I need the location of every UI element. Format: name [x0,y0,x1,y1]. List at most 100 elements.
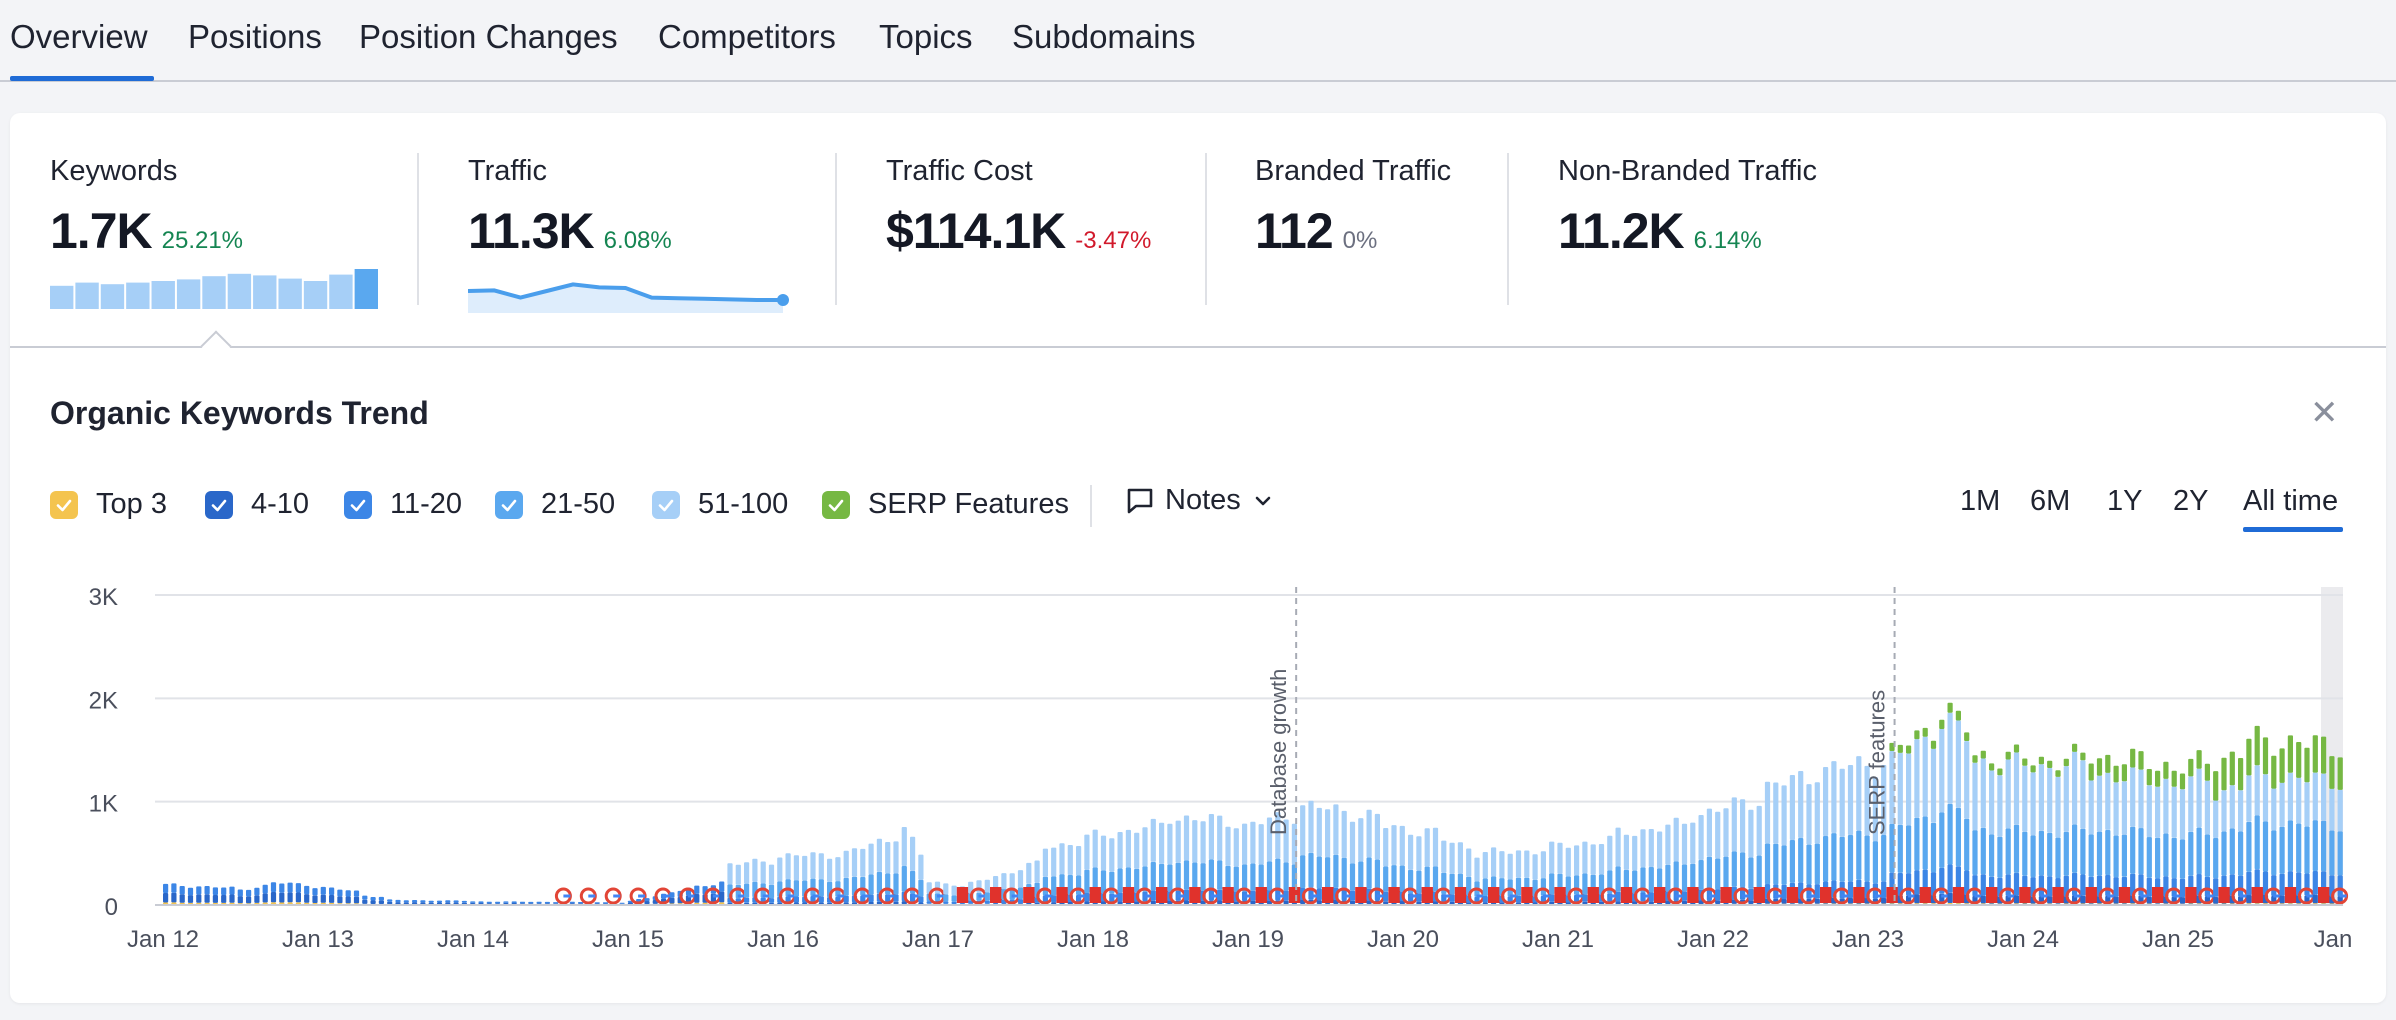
chart-bar [1972,830,1978,875]
chart-bar [412,902,418,905]
legend-serp-features[interactable]: SERP Features [822,488,1069,521]
chart-bar [1349,821,1356,864]
legend-top-3[interactable]: Top 3 [50,488,167,521]
metric-label: Traffic Cost [886,155,1033,187]
chart-bar [1449,842,1455,874]
tab-position-changes[interactable]: Position Changes [359,18,618,55]
chart-bar [403,902,409,905]
chart-bar [353,890,360,897]
notes-button[interactable]: Notes [1125,484,1273,517]
chart-bar [1432,866,1439,892]
legend-4-10[interactable]: 4-10 [205,488,309,521]
chart-bar [1159,822,1165,864]
chart-bar [1341,857,1347,889]
chart-bar [1748,900,1754,904]
chart-bar [2088,780,2094,835]
chart-bar [2312,772,2318,821]
chart-bar [1914,870,1920,895]
tab-topics[interactable]: Topics [879,18,973,55]
chart-bar [827,858,833,882]
chart-bar [1740,852,1746,888]
range-2y[interactable]: 2Y [2173,485,2209,517]
range-all-time[interactable]: All time [2243,485,2339,517]
tab-overview[interactable]: Overview [10,18,148,55]
chart-bar [1930,740,1937,749]
chart-bar [403,900,409,903]
chart-bar [1607,870,1613,894]
chart-bar [1557,842,1563,874]
chart-bar [1150,890,1156,901]
chart-bar [1881,898,1887,904]
chart-bar [1117,901,1123,905]
x-tick-label: Jan [2314,926,2353,953]
chart-bar [2096,775,2103,832]
range-1m[interactable]: 1M [1960,485,2001,517]
chart-bar [1017,887,1024,899]
chart-bar [868,901,874,905]
chart-bar [1051,902,1057,905]
range-1y[interactable]: 1Y [2107,485,2143,517]
legend-21-50[interactable]: 21-50 [495,488,615,521]
chart-bar [2063,766,2069,832]
chart-bar [1989,770,1995,835]
chart-bar [1872,841,1878,884]
metric-branded-traffic[interactable]: Branded Traffic 112 0% [1255,155,1451,260]
active-range-indicator [2243,527,2343,532]
chart-bar [2105,772,2111,830]
chart-bar [1549,873,1555,895]
flag-marker [2318,887,2330,903]
sparkline-bar [100,284,125,309]
range-6m[interactable]: 6M [2030,485,2071,517]
chart-bar [1125,867,1131,893]
legend-11-20[interactable]: 11-20 [344,488,462,521]
chart-bar [246,889,252,897]
chart-bar [2221,790,2227,832]
chart-bar [1980,827,1986,875]
chart-bar [2337,831,2343,876]
metric-value: 112 [1255,203,1334,259]
chart-bar [1200,863,1206,891]
chart-bar [2287,772,2293,821]
chart-bar [1374,813,1380,860]
chart-bar [1067,875,1073,895]
chart-bar [1432,901,1439,905]
chart-bar [495,901,501,904]
metric-traffic-cost[interactable]: Traffic Cost $114.1K -3.47% [886,155,1151,260]
flag-marker [2284,887,2297,903]
metric-keywords[interactable]: Keywords 1.7K 25.21% [50,155,243,260]
chart-bar [1989,763,1995,771]
chart-bar [1906,753,1912,826]
chart-bar [1217,860,1223,890]
chart-bar [1698,860,1704,890]
chart-bar [387,901,393,905]
chart-bar [2287,820,2293,872]
tab-subdomains[interactable]: Subdomains [1012,18,1196,55]
chart-bar [1300,805,1306,856]
chart-bar [2179,773,2186,790]
chart-bar [2296,777,2302,824]
metric-traffic[interactable]: Traffic 11.3K 6.08% [468,155,672,260]
chart-bar [1922,816,1928,870]
flag-marker [2185,887,2198,903]
chart-bar [2038,830,2044,876]
chart-bar [918,896,924,903]
current-period-highlight [2321,587,2343,905]
chart-bar [2155,770,2161,787]
chart-bar [2196,768,2202,828]
close-icon[interactable]: ✕ [2310,394,2339,432]
tab-competitors[interactable]: Competitors [658,18,836,55]
chart-bar [1017,899,1024,904]
metric-non-branded-traffic[interactable]: Non-Branded Traffic 11.2K 6.14% [1558,155,1817,260]
legend-51-100[interactable]: 51-100 [652,488,788,521]
legend-label: 51-100 [698,488,789,520]
chart-bar [1183,889,1190,901]
tab-positions[interactable]: Positions [188,18,322,55]
chart-bar [926,901,932,904]
chart-bar [1574,875,1580,895]
chart-bar [353,896,360,904]
chart-bar [1117,868,1123,893]
metric-value: 1.7K [50,203,153,259]
chart-bar [1175,862,1181,891]
chart-bar [1515,895,1522,903]
chart-bar [345,896,351,904]
